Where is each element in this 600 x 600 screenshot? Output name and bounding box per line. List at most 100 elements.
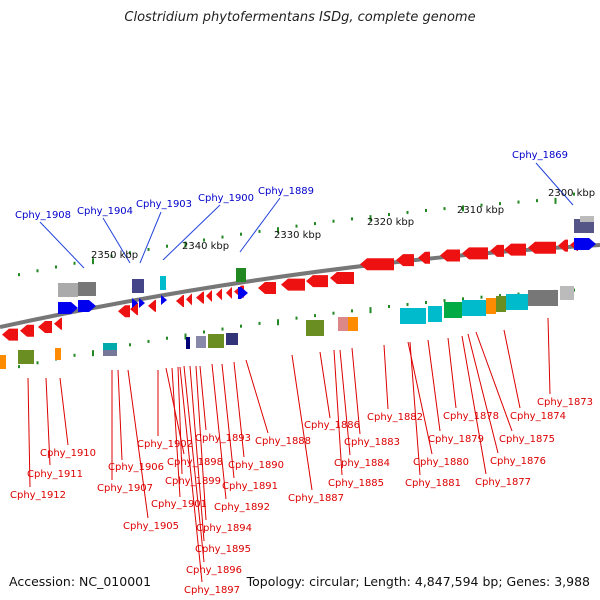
gene-label-bottom: Cphy_1887: [288, 493, 344, 504]
gene-label-bottom: Cphy_1883: [344, 437, 400, 448]
scale-label: 2350 kbp: [91, 250, 138, 261]
leader-line: [383, 344, 389, 410]
gene-label-bottom: Cphy_1880: [413, 457, 469, 468]
leader-line: [199, 365, 207, 431]
gene-arrow: [132, 298, 138, 308]
leader-line: [171, 367, 181, 498]
gene-box: [0, 355, 6, 369]
tick-mark: [147, 339, 150, 343]
tick-mark: [110, 254, 113, 258]
leader-line: [189, 365, 205, 542]
tick-mark: [480, 295, 483, 299]
gene-box: [18, 350, 34, 364]
tick-mark: [443, 207, 446, 211]
tick-mark: [184, 333, 187, 340]
gene-features: [0, 216, 596, 369]
gene-arrow: [216, 288, 222, 301]
gene-label-bottom: Cphy_1906: [108, 462, 164, 473]
tick-mark: [184, 241, 187, 248]
gene-label-bottom: Cphy_1890: [228, 460, 284, 471]
leader-line: [407, 341, 433, 455]
leader-line: [547, 317, 551, 395]
leader-line: [447, 337, 457, 409]
leader-line: [195, 365, 207, 521]
gene-arrow: [330, 272, 354, 285]
gene-label-top: Cphy_1869: [512, 150, 568, 161]
gene-arrow: [490, 244, 504, 257]
leader-line: [339, 349, 351, 456]
leader-line: [291, 354, 313, 491]
scale-label: 2300 kbp: [548, 188, 595, 199]
gene-label-bottom: Cphy_1899: [165, 476, 221, 487]
tick-mark: [166, 244, 168, 248]
tick-mark: [295, 316, 298, 320]
gene-label-bottom: Cphy_1885: [328, 478, 384, 489]
leader-line: [45, 377, 51, 466]
gene-arrow: [186, 293, 192, 306]
scale-label: 2340 kbp: [182, 241, 229, 252]
gene-label-bottom: Cphy_1882: [367, 412, 423, 423]
gene-arrow: [118, 305, 130, 318]
gene-arrow: [258, 281, 276, 294]
gene-box: [186, 337, 190, 349]
gene-arrow: [139, 298, 145, 308]
gene-arrow: [20, 324, 34, 337]
gene-box: [444, 302, 462, 318]
gene-box: [103, 343, 117, 351]
gene-label-bottom: Cphy_1891: [222, 481, 278, 492]
tick-mark: [388, 305, 390, 309]
accession-text: Accession: NC_010001: [9, 574, 152, 589]
gene-label-bottom: Cphy_1902: [137, 439, 193, 450]
label-leader-lines: [27, 162, 574, 583]
gene-label-bottom: Cphy_1901: [151, 499, 207, 510]
tick-mark: [166, 336, 168, 340]
gene-box: [496, 296, 506, 312]
leader-line: [211, 363, 227, 500]
gene-label-bottom: Cphy_1905: [123, 521, 179, 532]
gene-box: [236, 268, 246, 282]
tick-mark: [55, 265, 57, 269]
gene-box: [196, 336, 206, 348]
tick-mark: [295, 224, 298, 228]
tick-mark: [351, 217, 353, 221]
gene-label-bottom: Cphy_1874: [510, 411, 566, 422]
gene-label-bottom: Cphy_1907: [97, 483, 153, 494]
leader-line: [239, 197, 281, 253]
tick-mark: [536, 199, 538, 203]
gene-box: [160, 276, 166, 290]
gene-label-bottom: Cphy_1910: [40, 448, 96, 459]
gene-arrow: [306, 275, 328, 288]
leader-line: [39, 221, 85, 269]
gene-box: [580, 216, 594, 222]
gene-box: [528, 290, 558, 306]
leader-line: [183, 365, 205, 563]
gene-arrow: [574, 238, 596, 250]
leader-line: [351, 347, 361, 435]
gene-label-bottom: Cphy_1888: [255, 436, 311, 447]
gene-box: [208, 334, 224, 348]
tick-mark: [203, 330, 205, 334]
gene-arrow: [78, 300, 96, 312]
gene-arrow: [38, 320, 52, 333]
tick-mark: [425, 301, 427, 304]
gene-box: [462, 300, 486, 316]
gene-label-top: Cphy_1889: [258, 186, 314, 197]
leader-line: [179, 366, 203, 583]
gene-arrow: [528, 241, 556, 254]
leader-line: [475, 331, 513, 432]
tick-mark: [18, 365, 20, 369]
tick-mark: [258, 321, 261, 325]
scale-label: 2330 kbp: [274, 230, 321, 241]
tick-mark: [277, 319, 279, 326]
gene-box: [58, 283, 78, 297]
leader-line: [467, 333, 499, 454]
gene-arrow: [418, 251, 430, 264]
tick-mark: [314, 222, 316, 226]
gene-arrow: [54, 317, 62, 330]
leader-line: [333, 349, 343, 476]
gene-label-bottom: Cphy_1873: [537, 397, 593, 408]
gene-label-bottom: Cphy_1893: [195, 433, 251, 444]
gene-box: [560, 286, 574, 300]
tick-mark: [36, 361, 39, 365]
tick-mark: [73, 353, 76, 357]
